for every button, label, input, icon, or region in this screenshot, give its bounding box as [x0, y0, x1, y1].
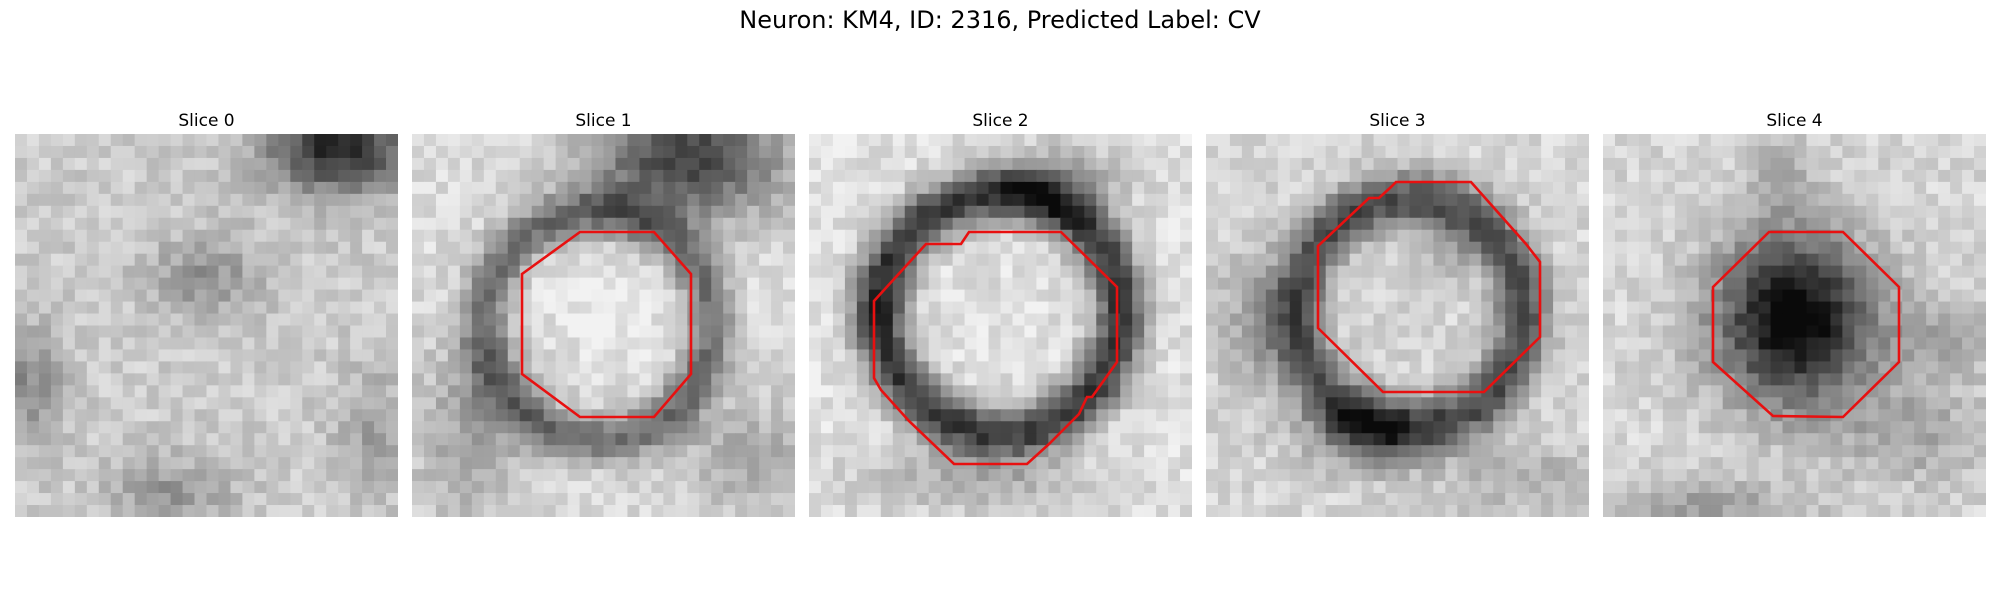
slice-title: Slice 4	[1766, 111, 1823, 131]
figure-title: Neuron: KM4, ID: 2316, Predicted Label: …	[739, 6, 1261, 34]
slice-panel-3: Slice 3	[1206, 108, 1589, 517]
slice-image	[15, 134, 398, 517]
slice-title: Slice 1	[575, 111, 632, 131]
slice-panel-1: Slice 1	[412, 108, 795, 517]
roi-contour	[872, 230, 1119, 466]
slice-title: Slice 3	[1369, 111, 1426, 131]
slice-panel-2: Slice 2	[809, 108, 1192, 517]
slice-title: Slice 2	[972, 111, 1029, 131]
roi-contour	[1711, 230, 1901, 419]
slice-title: Slice 0	[178, 111, 235, 131]
slice-image	[1206, 134, 1589, 517]
slice-panel-4: Slice 4	[1603, 108, 1986, 517]
slice-image	[1603, 134, 1986, 517]
slice-image	[809, 134, 1192, 517]
roi-contour	[1316, 180, 1542, 394]
roi-contour	[520, 230, 693, 419]
slice-image	[412, 134, 795, 517]
slice-panel-0: Slice 0	[15, 108, 398, 517]
